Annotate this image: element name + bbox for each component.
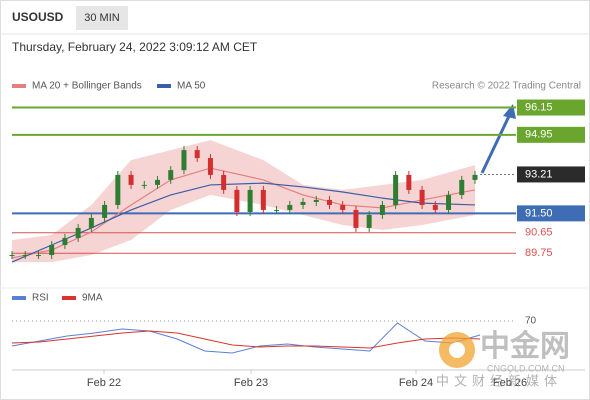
candle <box>393 174 399 205</box>
candle <box>419 189 425 205</box>
forecast-arrow <box>480 113 512 174</box>
candle <box>472 174 478 180</box>
x-tick-label: Feb 26 <box>493 377 527 389</box>
candle <box>274 209 280 211</box>
level-tag <box>517 166 585 183</box>
candle <box>49 245 55 256</box>
candle <box>260 189 266 210</box>
legend-swatch <box>12 84 26 88</box>
candle <box>35 255 41 257</box>
level-label: 94.95 <box>525 129 553 141</box>
candle <box>102 204 108 218</box>
legend-swatch <box>12 296 26 300</box>
level-label: 93.21 <box>525 168 553 180</box>
candle <box>207 158 213 175</box>
ma-line <box>11 167 476 259</box>
candle <box>155 179 161 185</box>
candle <box>313 199 319 202</box>
source: Research © 2022 Trading Central <box>432 81 581 92</box>
candle <box>432 204 438 210</box>
x-tick-label: Feb 22 <box>87 377 121 389</box>
candle <box>181 150 187 171</box>
watermark-logo <box>449 342 465 358</box>
interval-button[interactable] <box>76 6 128 30</box>
candle <box>141 184 147 186</box>
symbol: USOUSD <box>12 10 64 24</box>
interval-label[interactable]: 30 MIN <box>84 12 120 24</box>
candle <box>326 199 332 205</box>
x-tick-label: Feb 24 <box>399 377 433 389</box>
level-tag <box>517 99 585 116</box>
watermark: 中金网 CNGOLD.COM.CN 中文财经新媒体 <box>436 329 570 389</box>
candle <box>221 174 227 190</box>
level-label: 96.15 <box>525 101 553 113</box>
candle <box>115 174 121 205</box>
candle <box>88 217 94 228</box>
candle <box>194 150 200 159</box>
level-label: 89.75 <box>525 247 553 259</box>
candle <box>247 189 253 213</box>
y-tick-label: 70 <box>525 316 537 327</box>
candle <box>128 174 134 185</box>
ma-line <box>11 182 476 263</box>
level-tag <box>517 205 585 222</box>
watermark-title: 中金网 <box>480 329 570 363</box>
candle <box>446 194 452 210</box>
candle <box>300 201 306 205</box>
legend-label: MA 50 <box>177 81 206 92</box>
legend-label: RSI <box>32 293 49 304</box>
bollinger-band <box>12 140 475 263</box>
candle <box>22 255 28 257</box>
candle <box>366 214 372 228</box>
indicator-line <box>11 330 481 349</box>
level-tag <box>517 126 585 143</box>
x-tick-label: Feb 23 <box>234 377 268 389</box>
level-label: 91.50 <box>525 207 553 219</box>
candle <box>9 255 15 257</box>
candle <box>353 209 359 228</box>
candle <box>168 170 174 180</box>
watermark-slogan: 中文财经新媒体 <box>436 373 562 388</box>
candle <box>459 179 465 195</box>
legend-swatch <box>62 296 76 300</box>
watermark-site: CNGOLD.COM.CN <box>487 363 565 373</box>
level-label: 90.65 <box>525 227 553 239</box>
candle <box>234 189 240 213</box>
legend-label: 9MA <box>82 293 103 304</box>
candle <box>287 204 293 210</box>
candle <box>406 174 412 190</box>
candle <box>379 204 385 215</box>
candle <box>62 237 68 246</box>
datetime: Thursday, February 24, 2022 3:09:12 AM C… <box>12 40 258 54</box>
legend-swatch <box>157 84 171 88</box>
candle <box>340 204 346 210</box>
legend-label: MA 20 + Bollinger Bands <box>32 81 142 92</box>
indicator-line <box>11 322 481 354</box>
candle <box>75 227 81 238</box>
